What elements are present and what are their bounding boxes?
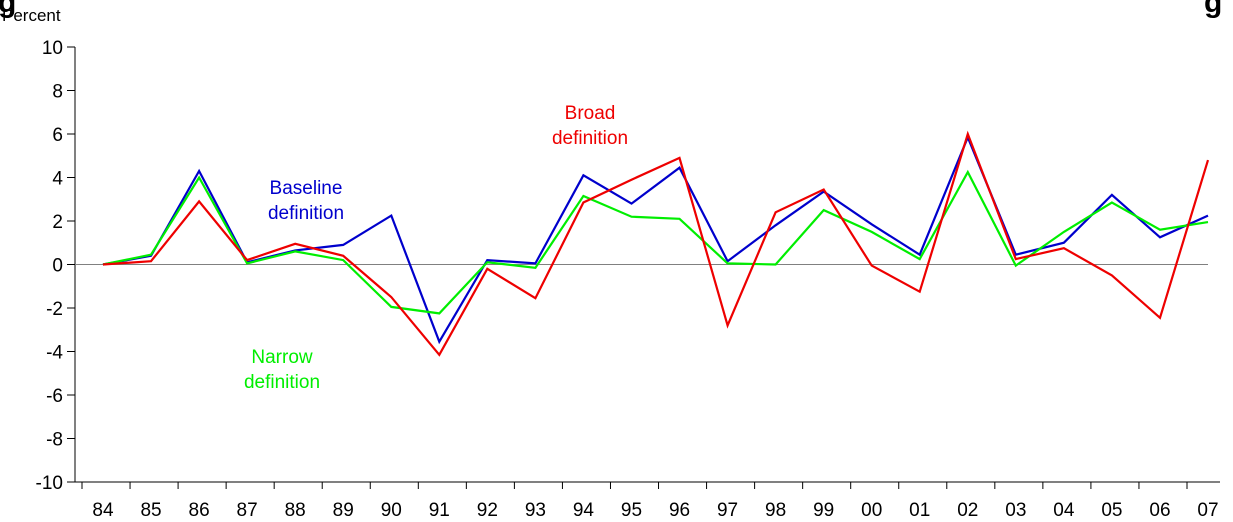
x-tick-label: 93	[525, 500, 546, 521]
x-tick-label: 89	[333, 500, 354, 521]
x-axis-ticks: 84 85 86 87 88 89 90 91 92 93 94 95 96 97 98 99 00 01 02 03…	[81, 482, 1219, 521]
x-tick-label: 99	[813, 500, 834, 521]
x-tick-label: 98	[765, 500, 786, 521]
y-tick-label: -10	[36, 473, 63, 494]
x-tick-label: 06	[1149, 500, 1170, 521]
series-annotations: Baseline definition Narrow definition Broad d…	[244, 103, 628, 393]
x-tick-label: 88	[285, 500, 306, 521]
x-tick-label: 97	[717, 500, 738, 521]
x-tick-label: 05	[1101, 500, 1122, 521]
x-tick-label: 02	[957, 500, 978, 521]
y-tick-label: 2	[52, 212, 63, 233]
y-tick-label: 10	[42, 38, 63, 59]
x-tick-label: 86	[189, 500, 210, 521]
x-tick-label: 91	[429, 500, 450, 521]
series-line-broad-definition	[102, 130, 1210, 357]
series-label: definition	[244, 372, 320, 393]
y-tick-label: -4	[46, 343, 63, 364]
series-label: definition	[552, 128, 628, 149]
series-label: Baseline	[270, 178, 343, 199]
x-tick-label: 95	[621, 500, 642, 521]
series-layer	[102, 130, 1210, 357]
x-tick-label: 03	[1005, 500, 1026, 521]
y-tick-label: 6	[52, 125, 63, 146]
x-tick-label: 94	[573, 500, 595, 521]
x-tick-label: 01	[909, 500, 930, 521]
x-tick-label: 04	[1053, 500, 1075, 521]
x-tick-label: 00	[861, 500, 882, 521]
x-tick-label: 87	[237, 500, 258, 521]
y-tick-label: -8	[46, 430, 63, 451]
cropped-title-right: g	[1204, 0, 1222, 19]
cropped-title: g g	[0, 0, 1222, 19]
x-tick-label: 85	[140, 500, 161, 521]
x-tick-label: 84	[92, 500, 114, 521]
y-tick-label: 8	[52, 82, 63, 103]
y-tick-label: -6	[46, 386, 63, 407]
series-label: definition	[268, 203, 344, 224]
y-axis-ticks: 10 8 6 4 2 0 -2 -4 -6 -8 -10	[36, 38, 75, 494]
x-tick-label: 90	[381, 500, 402, 521]
x-tick-label: 92	[477, 500, 498, 521]
y-axis-unit: Percent	[2, 6, 61, 25]
series-line-narrow-definition	[102, 169, 1209, 315]
y-tick-label: -2	[46, 299, 63, 320]
cropped-title-left: g	[0, 0, 16, 19]
y-tick-label: 0	[52, 256, 63, 277]
x-tick-label: 96	[669, 500, 690, 521]
series-label: Broad	[565, 103, 616, 124]
series-label: Narrow	[251, 347, 313, 368]
y-tick-label: 4	[52, 169, 63, 190]
x-tick-label: 07	[1197, 500, 1218, 521]
